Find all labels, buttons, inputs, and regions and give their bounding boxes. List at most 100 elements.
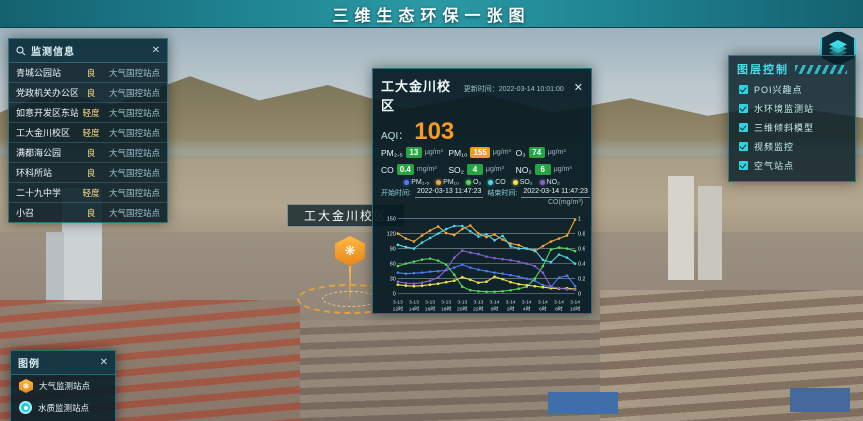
data-point (565, 234, 569, 237)
data-point (509, 288, 512, 292)
data-point (469, 224, 472, 227)
checkbox-checked-icon[interactable] (739, 161, 748, 170)
data-point (404, 272, 408, 275)
legend-name: O₃ (472, 179, 482, 186)
data-point (461, 249, 464, 252)
data-point (501, 289, 504, 293)
data-point (436, 259, 440, 262)
station-name: 青城公园站 (16, 68, 62, 78)
station-type: 大气国控站点 (108, 87, 160, 98)
data-point (412, 260, 416, 263)
data-point (444, 231, 448, 235)
data-point (573, 218, 577, 221)
x-axis-tick-hour: 16时 (425, 306, 435, 313)
station-level-badge: 良 (86, 167, 96, 178)
data-point (428, 257, 432, 260)
layer-panel-title: 图层控制 (737, 64, 789, 76)
pollutant-value-badge: 13 (405, 147, 422, 158)
station-list-item[interactable]: 二十九中学 轻度 大气国控站点 (9, 183, 167, 203)
pollutant-value-badge: 4 (466, 164, 483, 175)
x-axis-tick-hour: 12时 (393, 306, 403, 313)
x-axis-tick-hour: 4时 (523, 306, 531, 313)
x-axis-tick-date: 3-13 (393, 300, 403, 306)
pollutant-unit: μg/m³ (553, 166, 572, 173)
pollutant-name: SO₂ (448, 164, 464, 175)
station-name: 小召 (16, 208, 35, 218)
station-list-item[interactable]: 党政机关办公区良 大气国控站点 (9, 83, 167, 103)
data-point (557, 253, 561, 256)
layer-checkbox-item[interactable]: 三维倾斜模型 (729, 118, 855, 137)
legend-name: PM₁₀ (443, 179, 459, 186)
data-point (493, 290, 496, 294)
data-point (501, 257, 504, 261)
data-point (509, 242, 512, 245)
x-axis-tick-date: 3-13 (457, 300, 467, 306)
pollutant-cell: O₃ 74 μg/m³ (516, 147, 583, 158)
checkbox-checked-icon[interactable] (739, 123, 748, 132)
popup-close-icon[interactable]: ✕ (573, 82, 583, 94)
data-point (452, 266, 456, 269)
legend-dot-icon (404, 180, 410, 185)
station-level-badge: 良 (86, 67, 96, 78)
chart-legend-item[interactable]: NO₂ (539, 179, 560, 186)
y-axis-tick-left: 120 (387, 232, 396, 238)
data-point (469, 288, 472, 292)
pollutant-cell: SO₂ 4 μg/m³ (448, 164, 515, 175)
chart-legend-item[interactable]: SO₂ (512, 179, 533, 186)
chart-legend-item[interactable]: O₃ (465, 179, 482, 186)
data-point (412, 247, 416, 250)
data-point (525, 277, 529, 280)
data-point (549, 248, 553, 251)
layer-checkbox-item[interactable]: 视频监控 (729, 137, 855, 156)
data-point (428, 270, 432, 273)
layer-checkbox-item[interactable]: 空气站点 (729, 156, 855, 175)
data-point (420, 281, 424, 284)
checkbox-checked-icon[interactable] (739, 142, 748, 151)
chart-legend-item[interactable]: PM₂.₅ (404, 179, 429, 186)
data-point (493, 239, 496, 242)
station-list-item[interactable]: 满都海公园 良 大气国控站点 (9, 143, 167, 163)
station-list-item[interactable]: 小召 良 大气国控站点 (9, 203, 167, 222)
station-list-item[interactable]: 青城公园站 良 大气国控站点 (9, 63, 167, 83)
data-point (509, 258, 512, 262)
checkbox-checked-icon[interactable] (739, 85, 748, 94)
chart-legend-item[interactable]: CO (488, 179, 506, 186)
x-axis-tick-hour: 2时 (507, 306, 515, 313)
data-point (412, 282, 416, 285)
data-point (509, 273, 512, 277)
x-axis-tick-hour: 6时 (539, 306, 547, 313)
pollutant-cell: CO 0.4 mg/m³ (381, 164, 448, 175)
layer-panel-header: 图层控制 (729, 56, 855, 80)
layer-checkbox-item[interactable]: 水环境监测站 (729, 99, 855, 118)
data-point (436, 232, 440, 235)
data-point (428, 229, 432, 232)
pollutant-unit: μg/m³ (485, 166, 504, 173)
layer-checkbox-item[interactable]: POI兴趣点 (729, 80, 855, 99)
app-header: 三维生态环保一张图 (0, 0, 863, 28)
station-type: 大气国控站点 (108, 147, 160, 158)
data-point (428, 279, 432, 282)
checkbox-checked-icon[interactable] (739, 104, 748, 113)
end-time-input[interactable]: 2022-03-14 11:47:23 (521, 188, 590, 198)
legend-panel-close-icon[interactable]: ✕ (99, 356, 108, 368)
data-point (436, 225, 440, 228)
start-time-input[interactable]: 2022-03-13 11:47:23 (414, 188, 484, 198)
pollutant-value-badge: 6 (534, 164, 551, 175)
building-decor (698, 186, 722, 280)
station-type: 大气国控站点 (108, 187, 160, 198)
station-panel-title: 监测信息 (31, 47, 75, 58)
air-station-marker-icon[interactable]: ❋ (335, 236, 365, 266)
station-list-item[interactable]: 环科所站 良 大气国控站点 (9, 163, 167, 183)
station-panel-close-icon[interactable]: ✕ (151, 44, 160, 56)
data-point (517, 287, 520, 291)
station-list-item[interactable]: 工大金川校区 轻度 大气国控站点 (9, 123, 167, 143)
chart-legend-item[interactable]: PM₁₀ (436, 179, 459, 186)
station-type: 大气国控站点 (108, 67, 160, 78)
y-axis-tick-left: 60 (390, 262, 396, 268)
data-point (557, 276, 561, 279)
station-list-item[interactable]: 如意开发区东站 轻度 大气国控站点 (9, 103, 167, 123)
data-point (533, 284, 537, 288)
marker-ground-ring-inner (322, 291, 378, 307)
data-point (525, 283, 529, 287)
data-point (549, 240, 553, 243)
